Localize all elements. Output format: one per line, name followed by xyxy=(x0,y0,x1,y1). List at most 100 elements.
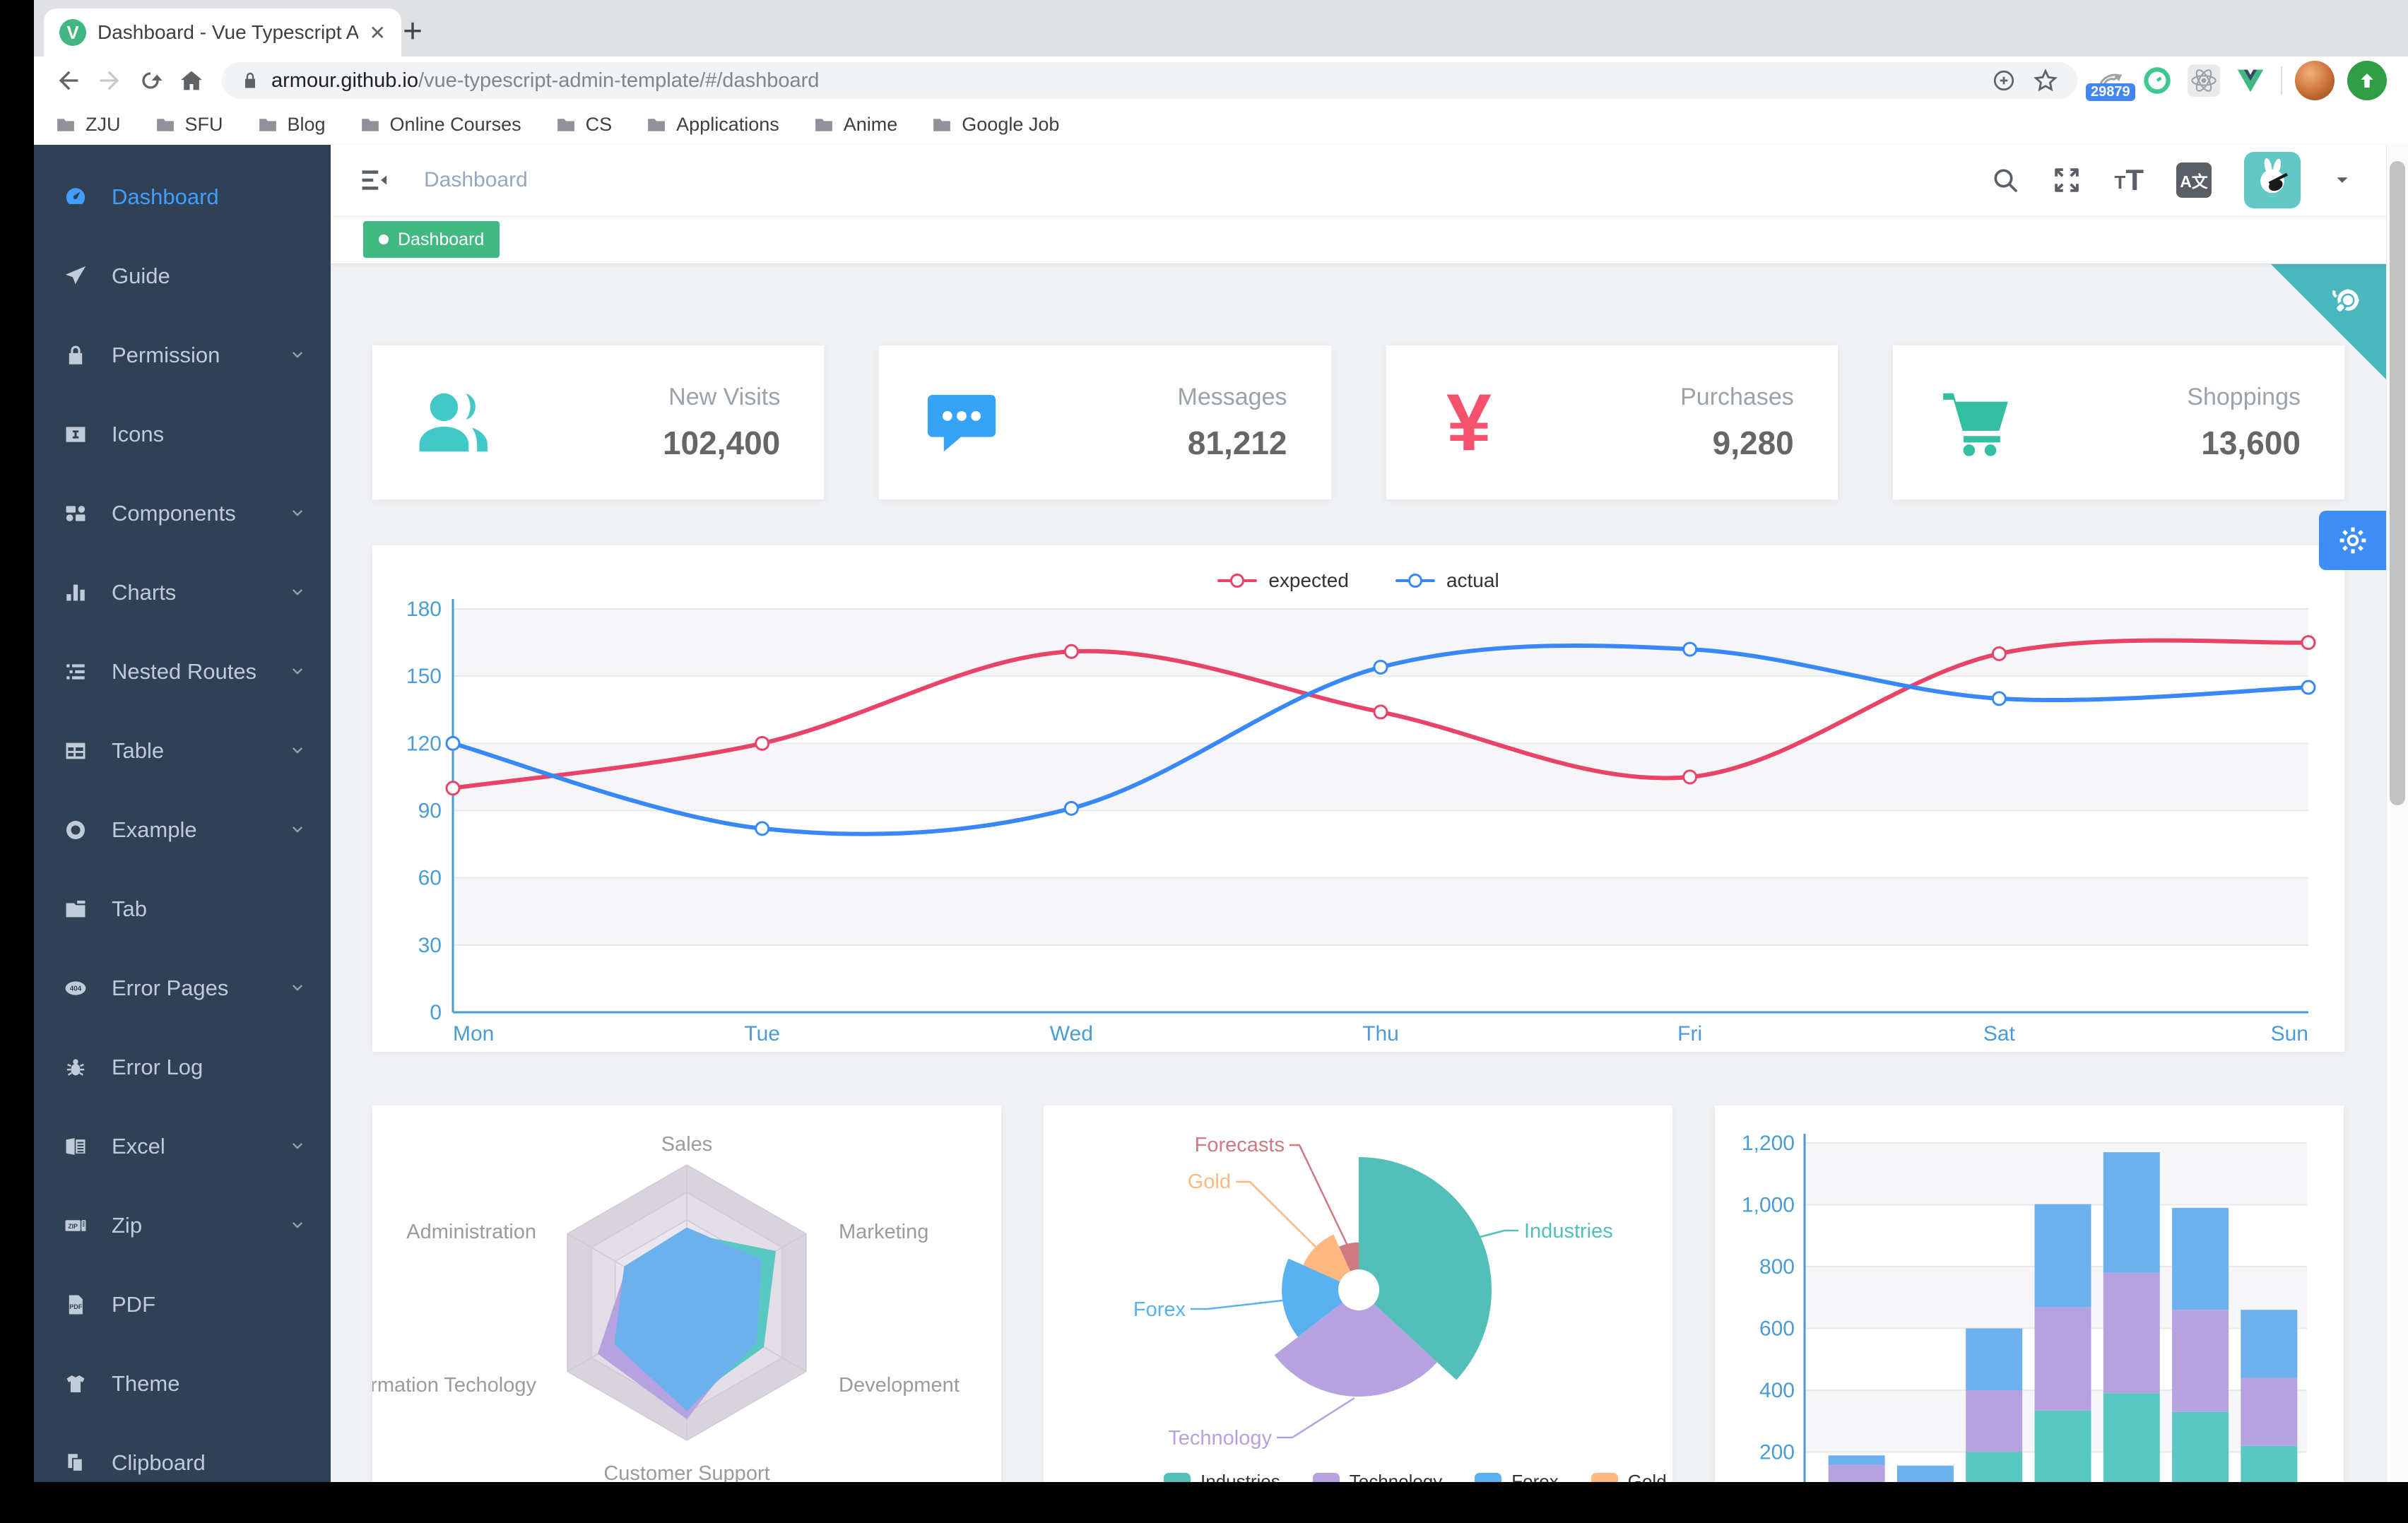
reload-icon[interactable] xyxy=(130,60,171,101)
folder-icon xyxy=(57,118,74,131)
bookmark-item[interactable]: Google Job xyxy=(931,114,1059,136)
bookmark-item[interactable]: Applications xyxy=(646,114,779,136)
legend-label: actual xyxy=(1446,569,1499,591)
radar-chart[interactable]: Sales Marketing Development Customer Suppor… xyxy=(372,1106,1001,1482)
bookmark-label: Blog xyxy=(287,114,326,135)
zoom-plus-icon[interactable] xyxy=(1991,68,2017,93)
sidebar-item-error-log[interactable]: Error Log xyxy=(34,1028,331,1107)
stat-card-new-visits[interactable]: New Visits 102,400 xyxy=(372,345,825,499)
sidebar-item-guide[interactable]: Guide xyxy=(34,237,331,316)
svg-text:Customer Support: Customer Support xyxy=(603,1462,769,1482)
bookmark-item[interactable]: Online Courses xyxy=(360,114,521,136)
bar-chart[interactable]: 200 400 600 800 1,000 1,200 xyxy=(1715,1106,2344,1482)
tag-dashboard[interactable]: Dashboard xyxy=(363,221,500,258)
sidebar-item-clipboard[interactable]: Clipboard xyxy=(34,1423,331,1482)
line-chart[interactable]: 0 30 60 90 120 150 180 Mon Tue Wed Thu Fri Sat Sun xyxy=(372,545,2344,1052)
pie-chart-card: Industries Technology Forex Gold Forecasts I… xyxy=(1044,1106,1672,1482)
pie-legend-item-technology[interactable]: Technology xyxy=(1312,1471,1442,1482)
svg-text:¥: ¥ xyxy=(1446,384,1492,461)
extension-react-icon[interactable] xyxy=(2185,60,2223,101)
back-icon[interactable] xyxy=(48,60,89,101)
scrollbar-thumb[interactable] xyxy=(2390,161,2405,805)
sidebar-item-components[interactable]: Components xyxy=(34,474,331,553)
toolbar-separator xyxy=(2281,66,2282,95)
bookmark-star-icon[interactable] xyxy=(2032,67,2059,94)
extension-ring-icon[interactable] xyxy=(2138,60,2176,101)
sidebar-item-zip[interactable]: ZIP Zip xyxy=(34,1186,331,1265)
stat-icon: ¥ xyxy=(1430,384,1508,461)
legend-item-actual[interactable]: actual xyxy=(1395,569,1499,592)
sidebar-item-tab[interactable]: Tab xyxy=(34,870,331,949)
forward-icon[interactable] xyxy=(89,60,130,101)
bookmark-label: CS xyxy=(585,114,613,135)
profile-avatar[interactable] xyxy=(2295,61,2335,100)
sidebar: Dashboard Guide Permission Icons Components C… xyxy=(34,145,331,1482)
pie-legend-item-gold[interactable]: Gold xyxy=(1590,1471,1667,1482)
svg-text:Industries: Industries xyxy=(1524,1220,1613,1243)
settings-gear-button[interactable] xyxy=(2319,511,2387,570)
breadcrumb[interactable]: Dashboard xyxy=(424,168,528,191)
github-corner-icon[interactable] xyxy=(2270,263,2387,380)
bookmark-item[interactable]: CS xyxy=(555,114,613,136)
home-icon[interactable] xyxy=(171,60,212,101)
sidebar-item-label: Dashboard xyxy=(112,184,219,209)
translate-icon[interactable]: A文 xyxy=(2176,162,2212,198)
sidebar-item-nested-routes[interactable]: Nested Routes xyxy=(34,632,331,711)
new-tab-button[interactable]: + xyxy=(402,12,423,50)
stat-label: Shoppings xyxy=(2187,383,2301,410)
legend-item-expected[interactable]: expected xyxy=(1217,569,1349,592)
update-chrome-icon[interactable] xyxy=(2347,61,2387,100)
dashboard-icon xyxy=(66,188,85,204)
stat-card-shoppings[interactable]: Shoppings 13,600 xyxy=(1892,345,2344,499)
sidebar-item-pdf[interactable]: PDF PDF xyxy=(34,1265,331,1344)
message-icon xyxy=(928,395,996,452)
sidebar-item-permission[interactable]: Permission xyxy=(34,316,331,395)
sidebar-item-label: Tab xyxy=(112,896,147,921)
chevron-down-icon[interactable] xyxy=(2333,171,2351,189)
sidebar-item-excel[interactable]: Excel xyxy=(34,1107,331,1186)
bookmark-item[interactable]: SFU xyxy=(155,114,223,136)
bookmark-item[interactable]: ZJU xyxy=(55,114,121,136)
extension-vue-icon[interactable] xyxy=(2231,60,2270,101)
hamburger-icon[interactable] xyxy=(356,162,393,198)
user-avatar[interactable] xyxy=(2244,152,2301,208)
sidebar-item-charts[interactable]: Charts xyxy=(34,553,331,632)
stat-panel-group: New Visits 102,400 Messages 81,212 ¥ Purchase… xyxy=(372,345,2344,499)
pie-legend-item-industries[interactable]: Industries xyxy=(1164,1471,1280,1482)
address-bar[interactable]: armour.github.io/vue-typescript-admin-te… xyxy=(222,62,2077,99)
sidebar-item-icons[interactable]: Icons xyxy=(34,395,331,474)
stat-label: Messages xyxy=(1177,383,1287,410)
sidebar-item-example[interactable]: Example xyxy=(34,790,331,870)
sidebar-item-theme[interactable]: Theme xyxy=(34,1344,331,1423)
svg-text:400: 400 xyxy=(1759,1379,1795,1402)
legend-swatch xyxy=(1590,1472,1618,1482)
stat-card-purchases[interactable]: ¥ Purchases 9,280 xyxy=(1386,345,1838,499)
sidebar-item-table[interactable]: Table xyxy=(34,711,331,790)
stat-text: Purchases 9,280 xyxy=(1680,384,1794,462)
browser-tab[interactable]: V Dashboard - Vue Typescript Ad ✕ xyxy=(44,8,401,57)
browser-scrollbar[interactable] xyxy=(2386,145,2408,1482)
bookmark-item[interactable]: Blog xyxy=(257,114,326,136)
fullscreen-icon[interactable] xyxy=(2052,165,2082,195)
search-icon[interactable] xyxy=(1991,166,2019,194)
peoples-icon xyxy=(419,393,488,452)
tab-close-icon[interactable]: ✕ xyxy=(369,21,386,44)
stat-card-messages[interactable]: Messages 81,212 xyxy=(879,345,1331,499)
pie-chart[interactable]: Industries Technology Forex Gold Forecasts xyxy=(1044,1106,1672,1482)
legend-swatch xyxy=(1475,1472,1502,1482)
tab-title: Dashboard - Vue Typescript Ad xyxy=(98,21,358,43)
icon-icon xyxy=(66,427,85,442)
sidebar-item-error-pages[interactable]: 404 Error Pages xyxy=(34,949,331,1028)
svg-text:Gold: Gold xyxy=(1188,1171,1231,1193)
shopping-icon xyxy=(1942,393,2008,456)
stat-label: Purchases xyxy=(1680,383,1794,410)
pie-legend-item-forex[interactable]: Forex xyxy=(1475,1471,1559,1482)
guide-icon xyxy=(65,266,86,285)
extension-badge-icon[interactable]: 29879 xyxy=(2086,60,2135,101)
bookmark-item[interactable]: Anime xyxy=(813,114,897,136)
svg-text:120: 120 xyxy=(406,732,442,755)
sidebar-item-dashboard[interactable]: Dashboard xyxy=(34,158,331,237)
